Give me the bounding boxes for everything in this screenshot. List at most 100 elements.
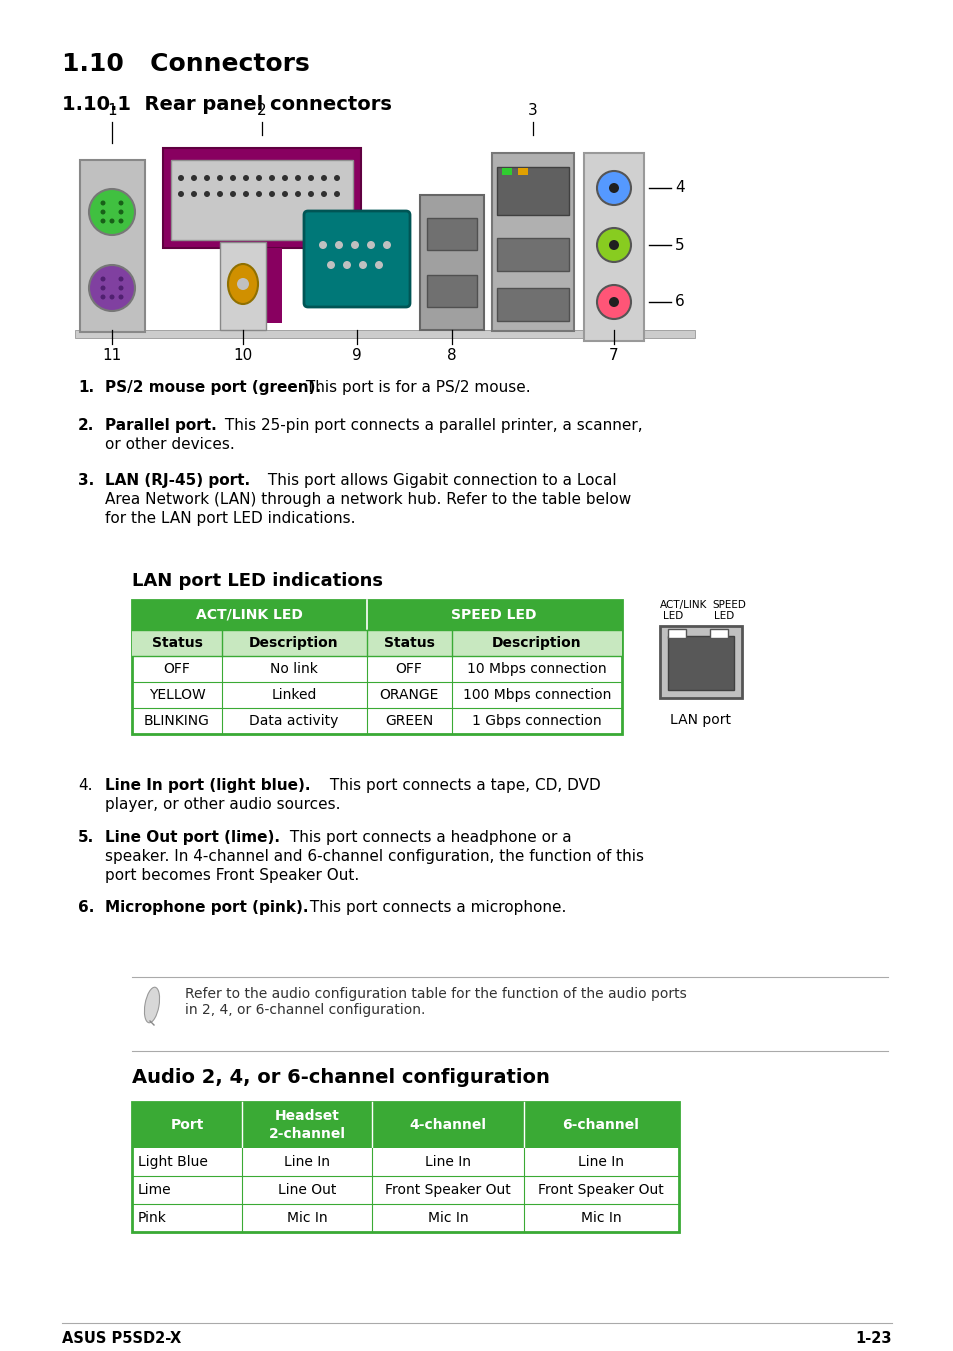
Circle shape [230, 176, 235, 181]
Text: Microphone port (pink).: Microphone port (pink). [105, 900, 308, 915]
Bar [427, 276, 476, 307]
FancyBboxPatch shape [304, 211, 410, 307]
Circle shape [118, 285, 123, 290]
Circle shape [608, 182, 618, 193]
Circle shape [608, 297, 618, 307]
Text: speaker. In 4-channel and 6-channel configuration, the function of this: speaker. In 4-channel and 6-channel conf… [105, 848, 643, 865]
Circle shape [118, 200, 123, 205]
Circle shape [191, 190, 196, 197]
Circle shape [375, 261, 382, 269]
Text: Refer to the audio configuration table for the function of the audio ports
in 2,: Refer to the audio configuration table f… [185, 988, 686, 1017]
Bar [75, 330, 695, 338]
Text: Line In: Line In [578, 1155, 623, 1169]
Text: LAN port LED indications: LAN port LED indications [132, 571, 382, 590]
Circle shape [358, 261, 367, 269]
Text: This port allows Gigabit connection to a Local: This port allows Gigabit connection to a… [263, 473, 616, 488]
Circle shape [118, 295, 123, 300]
Circle shape [243, 190, 249, 197]
Text: 9: 9 [352, 349, 361, 363]
Ellipse shape [228, 263, 257, 304]
Text: Description: Description [492, 636, 581, 650]
Text: for the LAN port LED indications.: for the LAN port LED indications. [105, 511, 355, 526]
Text: SPEED LED: SPEED LED [451, 608, 537, 621]
Text: 10 Mbps connection: 10 Mbps connection [467, 662, 606, 676]
Text: ACT/LINK: ACT/LINK [659, 600, 706, 611]
Text: OFF: OFF [395, 662, 422, 676]
Circle shape [118, 277, 123, 281]
Text: LAN (RJ-45) port.: LAN (RJ-45) port. [105, 473, 250, 488]
Text: GREEN: GREEN [384, 713, 433, 728]
Circle shape [178, 190, 184, 197]
Bar [667, 636, 733, 690]
Circle shape [335, 240, 343, 249]
Circle shape [294, 176, 301, 181]
Text: ASUS P5SD2-X: ASUS P5SD2-X [62, 1331, 181, 1346]
Text: This 25-pin port connects a parallel printer, a scanner,: This 25-pin port connects a parallel pri… [220, 417, 642, 434]
Circle shape [204, 190, 210, 197]
Text: or other devices.: or other devices. [105, 436, 234, 453]
Text: Mic In: Mic In [427, 1210, 468, 1225]
Circle shape [255, 176, 262, 181]
Circle shape [110, 295, 114, 300]
Text: 2.: 2. [78, 417, 94, 434]
Text: 1.10   Connectors: 1.10 Connectors [62, 51, 310, 76]
Bar [80, 159, 145, 332]
Circle shape [100, 209, 106, 215]
Text: This port connects a microphone.: This port connects a microphone. [305, 900, 566, 915]
Text: 11: 11 [102, 349, 121, 363]
Bar [492, 153, 574, 331]
Circle shape [351, 240, 358, 249]
Circle shape [255, 190, 262, 197]
Text: 100 Mbps connection: 100 Mbps connection [462, 688, 611, 703]
Text: 4: 4 [675, 181, 684, 196]
Bar [132, 1102, 679, 1148]
Circle shape [100, 295, 106, 300]
Text: 1: 1 [107, 103, 116, 118]
Circle shape [191, 176, 196, 181]
Circle shape [343, 261, 351, 269]
Text: Description: Description [249, 636, 338, 650]
Bar [497, 168, 568, 215]
Text: Line Out: Line Out [277, 1183, 335, 1197]
Circle shape [597, 285, 630, 319]
Text: Line In: Line In [284, 1155, 330, 1169]
Circle shape [216, 190, 223, 197]
Circle shape [327, 261, 335, 269]
Circle shape [294, 190, 301, 197]
Bar [163, 149, 360, 249]
Circle shape [118, 219, 123, 223]
Text: 4.: 4. [78, 778, 92, 793]
Text: Parallel port.: Parallel port. [105, 417, 216, 434]
Text: 2: 2 [257, 103, 267, 118]
Text: Linked: Linked [271, 688, 316, 703]
Text: 6-channel: 6-channel [562, 1119, 639, 1132]
Text: player, or other audio sources.: player, or other audio sources. [105, 797, 340, 812]
Circle shape [308, 190, 314, 197]
Circle shape [334, 176, 339, 181]
Bar [501, 168, 512, 176]
Text: Port: Port [171, 1119, 204, 1132]
Text: LED: LED [662, 611, 682, 621]
Circle shape [282, 176, 288, 181]
Circle shape [282, 190, 288, 197]
Text: Status: Status [152, 636, 202, 650]
Text: 6: 6 [675, 295, 684, 309]
Text: Mic In: Mic In [580, 1210, 620, 1225]
Text: 3: 3 [528, 103, 537, 118]
Text: No link: No link [270, 662, 317, 676]
Text: 4-channel: 4-channel [409, 1119, 486, 1132]
Text: 1-23: 1-23 [855, 1331, 891, 1346]
Bar [709, 630, 727, 638]
Circle shape [100, 277, 106, 281]
Circle shape [110, 219, 114, 223]
Text: Light Blue: Light Blue [138, 1155, 208, 1169]
Bar [517, 168, 527, 176]
Text: Line In port (light blue).: Line In port (light blue). [105, 778, 310, 793]
Circle shape [269, 190, 274, 197]
Bar [659, 626, 741, 698]
Bar [132, 600, 621, 630]
Text: Data activity: Data activity [249, 713, 338, 728]
Text: BLINKING: BLINKING [144, 713, 210, 728]
Circle shape [308, 176, 314, 181]
Text: PS/2 mouse port (green).: PS/2 mouse port (green). [105, 380, 321, 394]
